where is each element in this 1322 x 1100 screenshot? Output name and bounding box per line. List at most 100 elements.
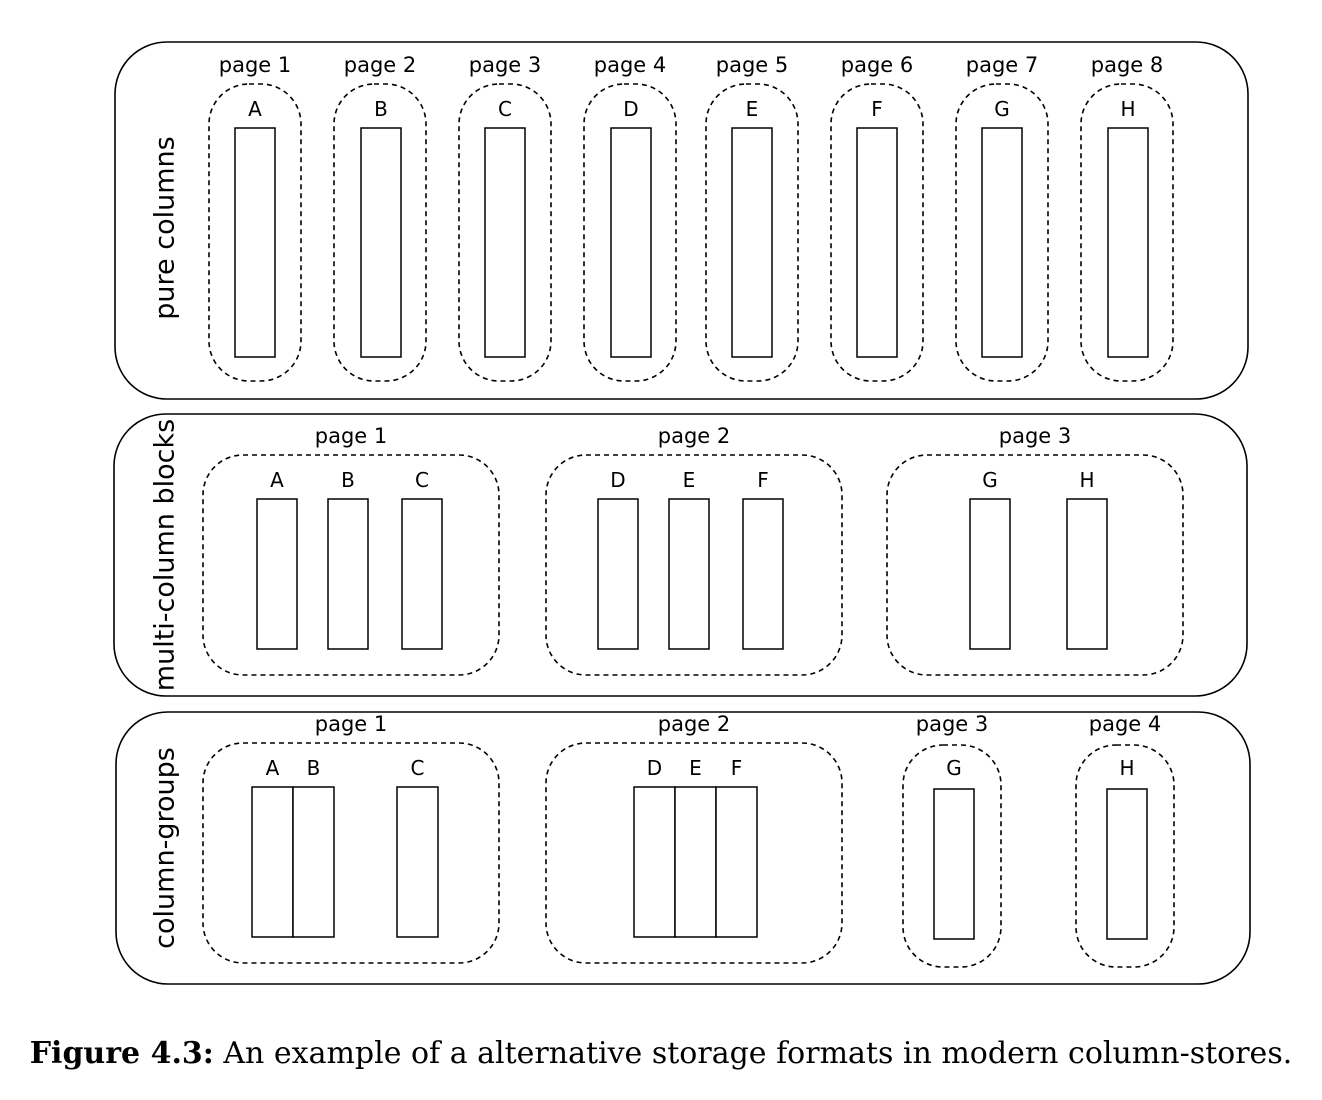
panel-label: pure columns	[150, 136, 181, 319]
page-label: page 3	[469, 53, 542, 77]
column-label-d: D	[610, 468, 625, 492]
page-label: page 2	[658, 424, 731, 448]
column-f	[715, 786, 758, 938]
page-frame	[830, 83, 924, 382]
column-label-c: C	[415, 468, 429, 492]
page-3: page 3G H	[886, 424, 1184, 676]
column-label-c: C	[411, 756, 425, 780]
page-4: page 4 D	[583, 53, 677, 382]
column-b	[292, 786, 335, 938]
page-frame	[902, 744, 1002, 968]
page-3: page 3 G	[902, 712, 1002, 968]
page-8: page 8 H	[1080, 53, 1174, 382]
column-e	[674, 786, 717, 938]
page-2: page 2 B	[333, 53, 427, 382]
page-6: page 6 F	[830, 53, 924, 382]
page-frame	[545, 742, 843, 964]
page-frame	[1080, 83, 1174, 382]
page-label: page 1	[315, 424, 388, 448]
column-g	[933, 788, 975, 940]
column-label-d: D	[647, 756, 662, 780]
column-label-e: E	[746, 97, 759, 121]
column-label-b: B	[341, 468, 355, 492]
caption-prefix: Figure 4.3:	[29, 1036, 214, 1071]
page-frame	[955, 83, 1049, 382]
column-label-a: A	[270, 468, 284, 492]
page-label: page 4	[594, 53, 667, 77]
column-f	[856, 127, 898, 358]
column-label-f: F	[757, 468, 769, 492]
panel-label: multi-column blocks	[150, 419, 181, 691]
page-frame	[202, 454, 500, 676]
column-label-e: E	[683, 468, 696, 492]
column-a	[251, 786, 294, 938]
page-label: page 2	[658, 712, 731, 736]
column-d	[633, 786, 676, 938]
column-f	[742, 498, 784, 650]
column-e	[731, 127, 773, 358]
panel-label: column-groups	[150, 747, 181, 949]
page-7: page 7 G	[955, 53, 1049, 382]
page-label: page 8	[1091, 53, 1164, 77]
page-frame	[458, 83, 552, 382]
page-5: page 5 E	[705, 53, 799, 382]
column-label-g: G	[994, 97, 1010, 121]
page-label: page 3	[916, 712, 989, 736]
column-label-a: A	[248, 97, 262, 121]
page-2: page 2 D E F	[545, 712, 843, 964]
page-3: page 3 C	[458, 53, 552, 382]
column-label-h: H	[1079, 468, 1094, 492]
column-g	[981, 127, 1023, 358]
column-label-e: E	[689, 756, 702, 780]
page-frame	[545, 454, 843, 676]
column-label-d: D	[623, 97, 638, 121]
column-a	[234, 127, 276, 358]
page-label: page 6	[841, 53, 914, 77]
caption-text: An example of a alternative storage form…	[213, 1036, 1293, 1071]
column-label-h: H	[1119, 756, 1134, 780]
page-1: page 1 A B C	[202, 712, 500, 964]
page-2: page 2 D E F	[545, 424, 843, 676]
column-label-f: F	[871, 97, 883, 121]
column-label-b: B	[307, 756, 321, 780]
page-4: page 4 H	[1075, 712, 1175, 968]
page-label: page 2	[344, 53, 417, 77]
column-g	[969, 498, 1011, 650]
page-1: page 1 A	[208, 53, 302, 382]
page-frame	[333, 83, 427, 382]
column-c	[396, 786, 439, 938]
page-label: page 3	[999, 424, 1072, 448]
page-label: page 4	[1089, 712, 1162, 736]
page-frame	[208, 83, 302, 382]
column-d	[610, 127, 652, 358]
column-h	[1066, 498, 1108, 650]
page-frame	[583, 83, 677, 382]
page-frame	[705, 83, 799, 382]
panel-frame	[115, 711, 1251, 985]
figure-caption: Figure 4.3: An example of a alternative …	[0, 1036, 1322, 1071]
column-label-h: H	[1120, 97, 1135, 121]
page-frame	[1075, 744, 1175, 968]
page-1: page 1 A B C	[202, 424, 500, 676]
column-e	[668, 498, 710, 650]
column-h	[1107, 127, 1149, 358]
panel-frame	[113, 413, 1248, 697]
column-label-f: F	[731, 756, 743, 780]
column-c	[484, 127, 526, 358]
column-label-g: G	[946, 756, 962, 780]
page-frame	[886, 454, 1184, 676]
column-label-a: A	[266, 756, 280, 780]
column-label-b: B	[374, 97, 388, 121]
page-label: page 1	[219, 53, 292, 77]
column-a	[256, 498, 298, 650]
page-frame	[202, 742, 500, 964]
column-h	[1106, 788, 1148, 940]
column-label-c: C	[498, 97, 512, 121]
column-b	[360, 127, 402, 358]
column-d	[597, 498, 639, 650]
page-label: page 5	[716, 53, 789, 77]
